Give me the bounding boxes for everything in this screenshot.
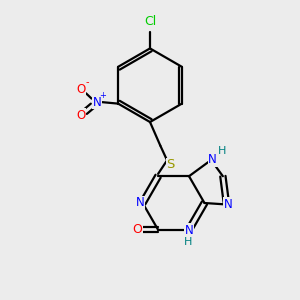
Text: -: -	[85, 77, 89, 87]
Text: N: N	[136, 196, 145, 209]
Text: O: O	[76, 109, 86, 122]
Text: O: O	[76, 83, 86, 96]
Text: H: H	[184, 237, 193, 247]
Text: +: +	[99, 91, 106, 100]
Text: O: O	[133, 223, 142, 236]
Text: H: H	[218, 146, 226, 156]
Text: N: N	[184, 224, 194, 237]
Text: N: N	[93, 96, 101, 109]
Text: N: N	[224, 198, 233, 211]
Text: Cl: Cl	[144, 14, 156, 28]
Text: N: N	[208, 153, 217, 166]
Text: S: S	[167, 158, 175, 171]
